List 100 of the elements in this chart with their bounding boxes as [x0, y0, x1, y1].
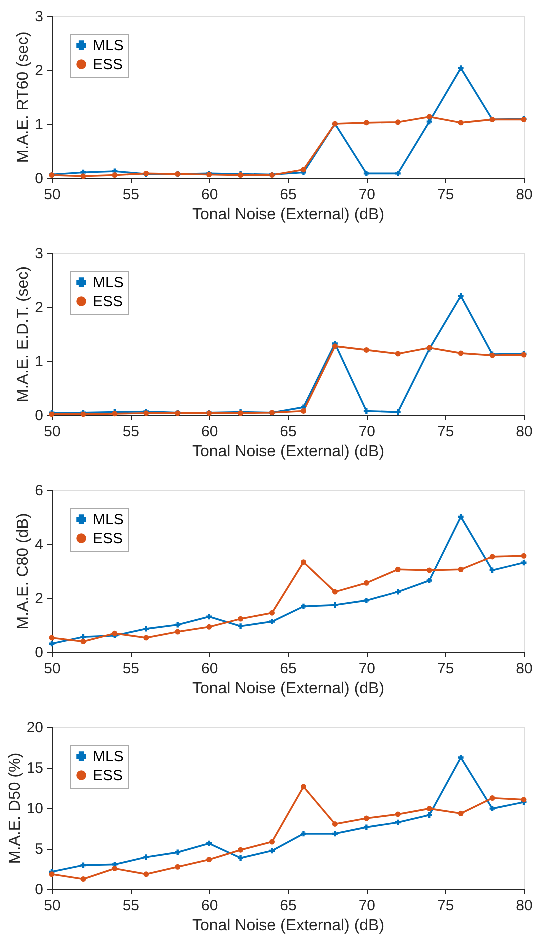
point: [395, 120, 401, 126]
point: [49, 635, 55, 641]
y-tick-label: 0: [35, 644, 44, 662]
point: [332, 589, 338, 595]
x-tick-label: 75: [437, 660, 454, 678]
point: [458, 120, 464, 126]
y-tick-label: 1: [35, 116, 44, 134]
point: [426, 812, 432, 818]
point: [80, 876, 86, 882]
point: [144, 635, 150, 641]
x-tick-label: 80: [516, 424, 533, 440]
y-tick-label: 0: [35, 170, 44, 188]
x-tick-label: 55: [122, 424, 140, 440]
point: [175, 864, 181, 870]
legend-label: MLS: [93, 38, 124, 54]
point: [395, 351, 401, 357]
x-tick-label: 75: [437, 424, 454, 440]
point: [395, 170, 401, 176]
x-tick-label: 80: [516, 898, 533, 914]
point: [364, 347, 370, 353]
x-tick-label: 65: [280, 660, 297, 678]
point: [206, 840, 212, 846]
y-tick-label: 0: [35, 882, 44, 898]
legend-label: ESS: [93, 530, 124, 548]
y-axis-title: M.A.E. RT60 (sec): [15, 32, 32, 164]
y-tick-label: 3: [35, 246, 44, 262]
y-axis-title: M.A.E. D50 (%): [6, 752, 24, 864]
point: [175, 850, 181, 856]
x-axis-title: Tonal Noise (External) (dB): [192, 680, 385, 698]
x-axis-title: Tonal Noise (External) (dB): [192, 444, 385, 460]
point: [49, 872, 55, 878]
x-tick-label: 65: [280, 424, 297, 440]
point: [426, 119, 432, 125]
x-tick-label: 50: [44, 424, 61, 440]
legend-label: MLS: [93, 274, 124, 292]
point: [238, 624, 244, 630]
y-axis-title: M.A.E. C80 (dB): [15, 513, 32, 630]
legend-label: MLS: [93, 512, 124, 528]
legend-label: ESS: [93, 56, 124, 74]
point: [80, 174, 86, 180]
x-tick-label: 55: [122, 186, 140, 204]
x-tick-label: 70: [358, 660, 376, 678]
y-tick-label: 15: [26, 760, 44, 777]
point: [521, 553, 527, 559]
y-tick-label: 2: [35, 62, 44, 80]
y-tick-label: 2: [35, 300, 44, 316]
point: [490, 568, 496, 574]
x-tick-label: 50: [44, 660, 61, 678]
point: [364, 580, 370, 586]
point: [206, 624, 212, 630]
x-tick-label: 55: [122, 660, 140, 678]
point: [426, 114, 432, 120]
point: [270, 848, 276, 854]
point: [238, 847, 244, 853]
x-tick-label: 60: [201, 186, 218, 204]
point: [458, 293, 464, 299]
point: [426, 578, 432, 584]
x-tick-label: 60: [201, 898, 218, 914]
point: [300, 831, 306, 837]
point: [112, 866, 118, 872]
y-tick-label: 0: [35, 408, 44, 424]
point: [364, 120, 370, 126]
y-tick-label: 2: [35, 590, 44, 608]
point: [112, 630, 118, 636]
x-tick-label: 60: [201, 424, 218, 440]
point: [332, 831, 338, 837]
legend-label: MLS: [93, 748, 124, 766]
point: [80, 639, 86, 644]
point: [270, 610, 276, 616]
point: [144, 854, 150, 860]
y-tick-label: 6: [35, 482, 44, 500]
point: [458, 350, 464, 356]
point: [426, 806, 432, 812]
x-tick-label: 75: [437, 186, 454, 204]
y-tick-label: 5: [35, 841, 44, 858]
point: [490, 796, 496, 802]
x-tick-label: 65: [280, 186, 297, 204]
point: [458, 66, 464, 72]
x-tick-label: 50: [44, 898, 61, 914]
point: [206, 614, 212, 620]
point: [395, 820, 401, 826]
point: [332, 602, 338, 608]
point: [395, 410, 401, 416]
x-tick-label: 80: [516, 660, 533, 678]
y-tick-label: 20: [26, 720, 44, 736]
point: [458, 810, 464, 816]
point: [332, 821, 338, 827]
point: [395, 812, 401, 818]
x-tick-label: 70: [358, 424, 376, 440]
point: [364, 598, 370, 604]
point: [490, 806, 496, 812]
point: [300, 560, 306, 566]
x-tick-label: 50: [44, 186, 61, 204]
x-tick-label: 70: [358, 186, 376, 204]
point: [364, 824, 370, 830]
y-tick-label: 1: [35, 354, 44, 370]
point: [300, 167, 306, 173]
point: [175, 629, 181, 635]
x-tick-label: 65: [280, 898, 297, 914]
point: [458, 755, 464, 761]
